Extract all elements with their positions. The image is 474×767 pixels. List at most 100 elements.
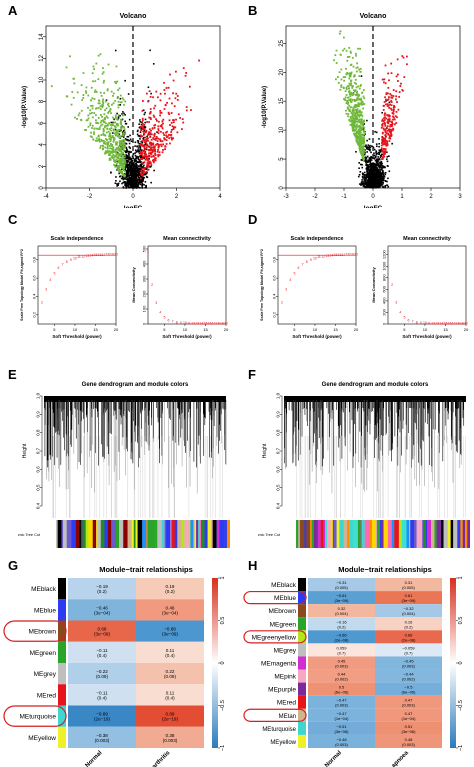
module-color-swatch [58, 705, 66, 727]
heatmap-cell [308, 708, 375, 722]
svg-text:3: 3 [45, 288, 47, 292]
svg-text:7: 7 [302, 262, 304, 266]
svg-text:(3e−04): (3e−04) [94, 610, 110, 615]
svg-text:(3e−09): (3e−09) [335, 598, 350, 603]
svg-text:(0.003): (0.003) [335, 742, 348, 747]
svg-text:15: 15 [444, 321, 448, 325]
svg-text:15: 15 [93, 327, 98, 332]
module-color-swatch [298, 591, 306, 605]
module-label: MEgrey [34, 671, 57, 678]
heatmap-row: MEblack −0.19(0.2)0.19(0.2) [31, 578, 204, 600]
module-label: MEgrey [274, 647, 297, 654]
module-label: MEbrown [29, 629, 57, 636]
heatmap-cell [308, 604, 375, 618]
svg-text:Soft Threshold (power): Soft Threshold (power) [402, 334, 452, 339]
svg-text:19: 19 [350, 253, 354, 257]
svg-text:0: 0 [382, 322, 387, 325]
svg-text:11: 11 [77, 255, 81, 259]
svg-text:3: 3 [285, 288, 287, 292]
heatmap-cell [308, 643, 375, 657]
module-label: MEpink [274, 674, 296, 681]
svg-text:1: 1 [37, 318, 39, 322]
svg-text:2: 2 [151, 283, 153, 287]
svg-text:1.0: 1.0 [276, 392, 281, 399]
svg-text:−0.22: −0.22 [96, 669, 108, 674]
heatmap-cell [68, 663, 136, 685]
svg-text:−0.68: −0.68 [164, 627, 176, 632]
svg-text:15: 15 [203, 327, 208, 332]
svg-text:5: 5 [403, 316, 405, 320]
module-label: MEyellow [270, 740, 296, 746]
module-color-swatch [298, 695, 306, 709]
svg-text:−0.48: −0.48 [336, 737, 347, 742]
svg-text:10: 10 [423, 327, 428, 332]
svg-text:4: 4 [399, 310, 401, 314]
scale-xlabel: Soft Threshold (power) [292, 334, 342, 339]
svg-text:15: 15 [443, 327, 448, 332]
panel-letter-h: H [248, 558, 258, 573]
module-color-swatch [298, 617, 306, 631]
module-label: MEbrown [269, 608, 297, 615]
svg-text:800: 800 [382, 274, 387, 281]
heatmap-cell [308, 656, 375, 670]
svg-text:−0.059: −0.059 [402, 645, 415, 650]
svg-text:0.6: 0.6 [36, 466, 41, 473]
svg-text:0.8: 0.8 [276, 429, 281, 436]
heatmap-cell [68, 641, 136, 663]
svg-text:0.4: 0.4 [272, 293, 277, 299]
svg-text:400: 400 [382, 297, 387, 304]
module-label: MEpurple [268, 687, 296, 694]
module-label: MEblue [34, 607, 56, 614]
svg-text:(0.005): (0.005) [335, 585, 348, 590]
scale-xlabel: Soft Threshold (power) [52, 334, 102, 339]
dynamic-tree-cut-label: Dynamic Tree Cut [258, 533, 281, 537]
svg-text:−0.44: −0.44 [403, 672, 414, 677]
svg-text:300: 300 [142, 275, 147, 282]
svg-text:20: 20 [114, 253, 118, 257]
heatmap-cell [308, 695, 375, 709]
x-tick-label: -3 [283, 194, 289, 200]
y-tick-label: 6 [39, 121, 45, 125]
highlight-ring [243, 708, 307, 722]
legend-tick: −1 [220, 745, 226, 751]
svg-text:(3e−09): (3e−09) [94, 632, 110, 637]
svg-text:6: 6 [168, 318, 170, 322]
heatmap-cell [375, 578, 442, 592]
svg-text:16: 16 [98, 253, 102, 257]
svg-text:5: 5 [293, 271, 295, 275]
heatmap-cell [136, 663, 204, 685]
svg-text:2: 2 [41, 301, 43, 305]
x-tick-label: 1 [400, 194, 404, 200]
heatmap-cell [68, 578, 136, 600]
svg-text:20: 20 [354, 327, 359, 332]
scale-ylabel: Scale Free Topology Model Fit,signed R^2 [20, 249, 24, 321]
heatmap-cell [68, 599, 136, 621]
legend-tick: −0.5 [458, 700, 464, 711]
svg-text:100: 100 [142, 305, 147, 312]
legend-tick: 0.5 [220, 617, 226, 625]
svg-text:18: 18 [346, 253, 350, 257]
dendrogram-e: Gene dendrogram and module colors 0.4 0.5 0… [18, 382, 230, 548]
x-tick-label: -4 [43, 194, 49, 200]
svg-text:19: 19 [110, 253, 114, 257]
heatmap-row: MEyellow−0.48(0.003)0.48(0.003) [270, 734, 442, 748]
trait-label: Sleep_apnoea [377, 750, 410, 767]
heatmap-cell [375, 630, 442, 644]
heatmap-cell [308, 617, 375, 631]
heatmap-cell [375, 617, 442, 631]
svg-text:(3e−04): (3e−04) [162, 610, 178, 615]
svg-text:3: 3 [155, 301, 157, 305]
y-tick-label: 20 [279, 68, 285, 75]
heatmap-row: MEgreen −0.11(0.4)0.11(0.4) [30, 641, 204, 663]
y-tick-label: 10 [279, 126, 285, 133]
svg-text:5: 5 [163, 316, 165, 320]
svg-text:1000: 1000 [382, 261, 387, 271]
svg-text:0.2: 0.2 [272, 311, 277, 317]
svg-text:0.11: 0.11 [166, 690, 175, 695]
volcano-points [333, 30, 408, 189]
svg-text:−0.66: −0.66 [336, 632, 347, 637]
svg-text:0.6: 0.6 [32, 275, 37, 281]
module-label: MEgreenyellow [252, 634, 297, 641]
panel-letter-e: E [8, 367, 17, 382]
